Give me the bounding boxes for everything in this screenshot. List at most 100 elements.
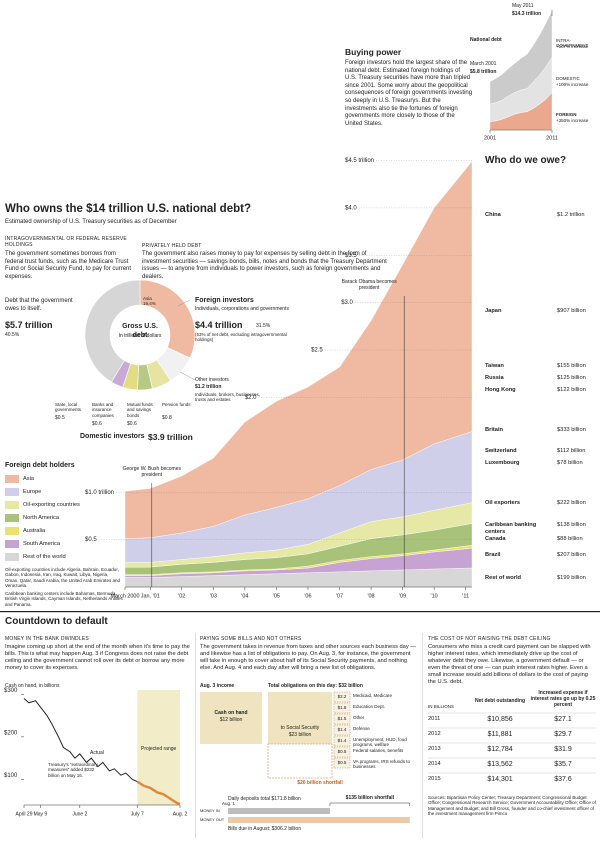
subheading: The cost of not raising the debt ceiling xyxy=(428,636,551,642)
subheading: Privately held debt xyxy=(142,243,202,249)
main-title: Who owns the $14 trillion U.S. national … xyxy=(5,203,251,215)
region-label: Rest of world xyxy=(485,575,522,581)
box xyxy=(268,692,332,744)
table-cell: 2011 xyxy=(428,716,441,722)
region-label: Brazil xyxy=(485,552,501,558)
donut-slice xyxy=(84,279,141,383)
legend-swatch xyxy=(5,514,19,522)
x-tick-label: '08 xyxy=(367,593,374,599)
region-amount: $207 billion xyxy=(557,552,586,558)
annotation: 40.5% xyxy=(5,332,20,338)
legend-swatch xyxy=(5,540,19,548)
table-cell: 2015 xyxy=(428,776,441,782)
label: Total obligations on this day: $32 billi… xyxy=(268,683,363,689)
note: Oil-exporting countries include Algeria,… xyxy=(5,567,121,589)
box xyxy=(333,724,351,736)
x-tick-label: '04 xyxy=(241,593,248,599)
sources: Sources: Bipartisan Policy Center; Treas… xyxy=(428,795,596,817)
subtitle: Estimated ownership of U.S. Treasury sec… xyxy=(5,219,177,225)
box xyxy=(333,735,351,747)
legend-swatch xyxy=(5,475,19,483)
leader xyxy=(179,371,196,381)
bar xyxy=(228,808,330,814)
series-label: DOMESTIC xyxy=(556,76,580,81)
table-cell: 2012 xyxy=(428,731,441,737)
annotation: $3.9 trillion xyxy=(148,432,193,442)
item-label: Education Dept. xyxy=(353,704,386,709)
region-amount: $333 billion xyxy=(557,427,586,433)
slice-value: $0.8 xyxy=(162,415,172,421)
region-amount: $78 billion xyxy=(557,460,583,466)
paragraph: The government takes in revenue from tax… xyxy=(200,644,416,671)
x-tick-label: '05 xyxy=(273,593,280,599)
region-amount: $907 billion xyxy=(557,308,586,314)
donut-center-title: Gross U.S. debt xyxy=(122,323,158,339)
box xyxy=(333,746,351,758)
region-label: Oil exporters xyxy=(485,500,521,506)
annotation: Treasury's “extraordinary measures” adde… xyxy=(48,762,98,778)
donut-center-note: In trillions of dollars xyxy=(118,333,162,339)
box xyxy=(333,691,351,703)
region-label: Russia xyxy=(485,375,504,381)
region-amount: $88 billion xyxy=(557,536,583,542)
x-tick-label: 2001 xyxy=(484,135,496,141)
region-label: Japan xyxy=(485,308,502,314)
paragraph: The government also raises money to pay … xyxy=(142,251,387,280)
column-rule xyxy=(195,633,196,838)
slice-value: $5.7 trillion xyxy=(5,320,53,330)
note: Caribbean banking centers include Bahama… xyxy=(5,591,123,607)
x-tick-label: '09 xyxy=(399,593,406,599)
y-tick-label: $300 xyxy=(4,688,18,694)
annotation: May 2011 xyxy=(512,3,534,9)
table-cell: $29.7 xyxy=(554,731,572,738)
value-label: Bills due in August: $306.2 billion xyxy=(228,826,302,832)
annotation: Individuals, corporations and government… xyxy=(195,306,289,312)
paragraph: Imagine coming up short at the end of th… xyxy=(5,644,190,671)
annotation: $14.3 trillion xyxy=(512,11,542,17)
item-label: VA programs, IRS refunds to businesses xyxy=(353,759,410,770)
slice-label: Banks and insurance companies xyxy=(92,402,114,418)
y-tick-label: $4.0 xyxy=(345,205,357,211)
x-tick-label: Aug. 2 xyxy=(173,811,188,817)
x-tick-label: '02 xyxy=(178,593,185,599)
region-amount: $155 billion xyxy=(557,363,586,369)
x-tick-label: 2011 xyxy=(546,135,558,141)
legend-label: Asia xyxy=(23,475,35,482)
series-label: INTRA-GOVERNMENT xyxy=(556,38,589,49)
slice-label: Debt that the government owes to itself. xyxy=(5,298,73,312)
x-tick-label: '11 xyxy=(462,593,469,599)
region-label: Switzerland xyxy=(485,448,517,454)
legend-title: Foreign debt holders xyxy=(5,462,75,469)
region-amount: $1.2 trillion xyxy=(557,212,585,218)
item-label: Other xyxy=(353,715,365,720)
x-tick-label: June 2 xyxy=(72,811,87,817)
x-tick-label: Jan. '01 xyxy=(141,593,160,599)
annotation: $135 billion shortfall xyxy=(345,795,395,801)
series-note: +100% increase xyxy=(556,82,589,87)
table-cell: $31.9 xyxy=(554,746,572,753)
annotation: Barack Obama becomes president xyxy=(341,279,397,291)
item-label: Medicaid, Medicare xyxy=(353,693,393,698)
line xyxy=(136,780,181,806)
item-amount: $2.2 xyxy=(337,694,347,699)
legend-label: North America xyxy=(23,514,60,521)
item-amount: $1.5 xyxy=(337,716,347,721)
annotation: George W. Bush becomes president xyxy=(122,466,181,478)
paragraph: The government sometimes borrows from fe… xyxy=(5,251,132,280)
paragraph: Foreign investors hold the largest share… xyxy=(345,60,473,127)
table-cell: $10,856 xyxy=(487,716,513,723)
x-tick-label: July 7 xyxy=(131,811,144,817)
region-label: Hong Kong xyxy=(485,387,516,393)
x-tick-label: '10 xyxy=(431,593,438,599)
slice-label: Other investors xyxy=(195,377,229,383)
y-tick-label: $3.5 xyxy=(345,253,357,259)
slice-value: $0.5 xyxy=(55,415,65,421)
region-amount: $122 billion xyxy=(557,387,586,393)
slice-value: $0.6 xyxy=(92,421,102,427)
label: Aug. 3 income xyxy=(200,683,235,689)
section-title: Countdown to default xyxy=(5,616,108,627)
box-label: $23 billion xyxy=(288,732,312,738)
region-label: Luxembourg xyxy=(485,460,520,466)
region-amount: $222 billion xyxy=(557,500,586,506)
table-cell: $27.1 xyxy=(554,716,572,723)
